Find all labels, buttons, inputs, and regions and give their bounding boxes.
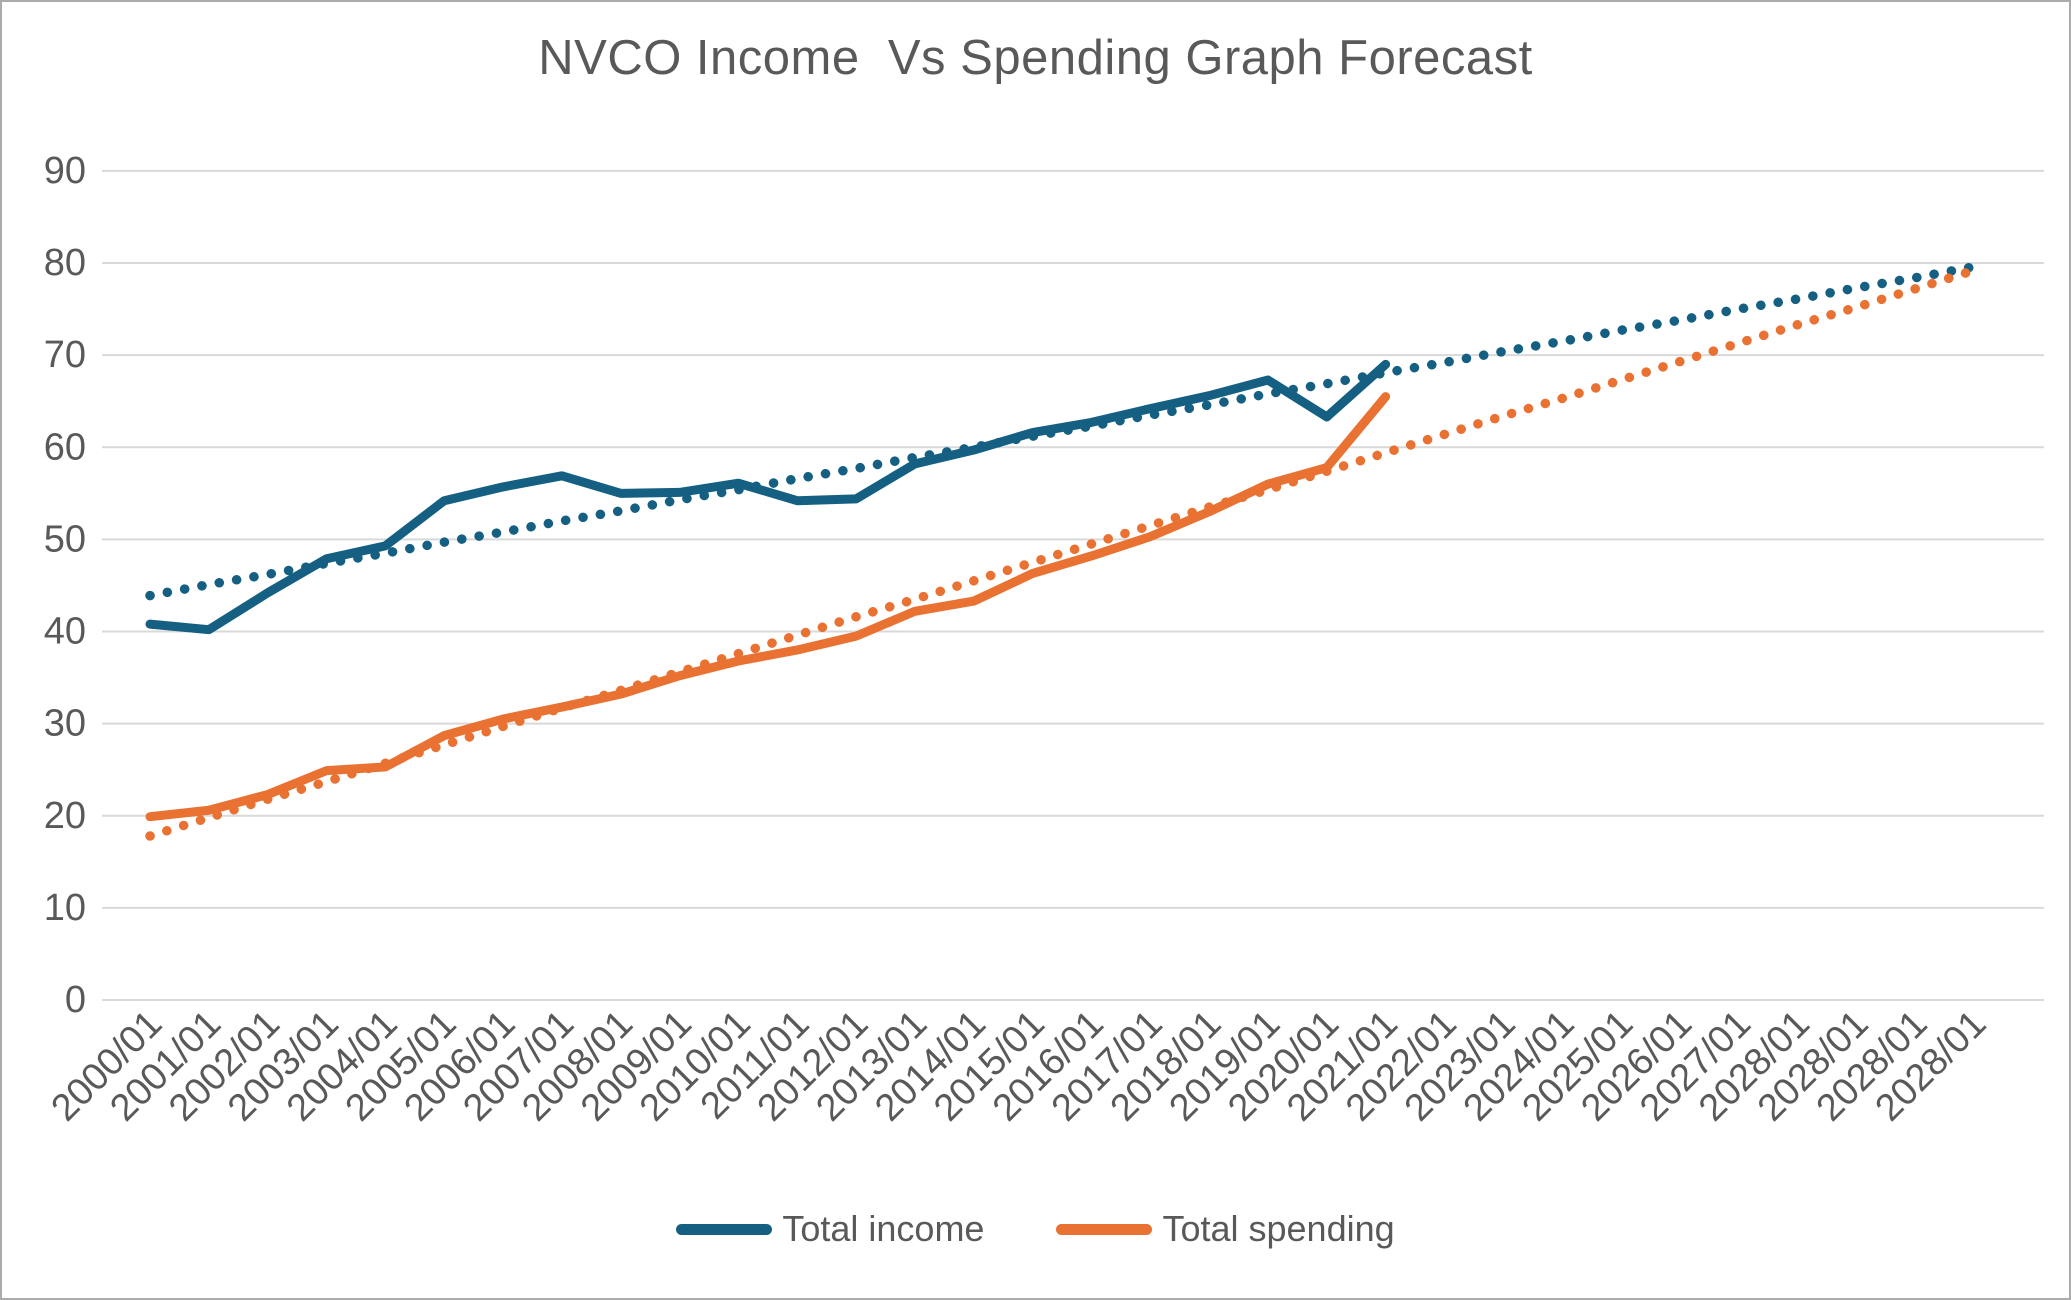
income-line [145,359,1391,635]
income-legend-label: Total income [782,1208,985,1249]
y-axis-tick-label: 50 [44,518,86,560]
y-axis-tick-label: 90 [44,150,86,192]
legend: Total income Total spending [2,1208,2069,1250]
y-axis-tick-label: 80 [44,242,86,284]
y-axis-tick-label: 60 [44,426,86,468]
y-axis-tick-label: 30 [44,703,86,745]
spending-line [145,392,1391,822]
y-axis-tick-label: 20 [44,795,86,837]
y-axis-tick-label: 0 [65,979,86,1021]
income-legend-swatch [676,1223,773,1235]
y-axis-tick-label: 70 [44,334,86,376]
chart-title: NVCO Income Vs Spending Graph Forecast [538,31,1533,85]
income-trendline [145,261,1979,601]
y-axis-tick-label: 10 [44,887,86,929]
spending-legend-label: Total spending [1162,1208,1395,1249]
legend-item-income: Total income [676,1208,984,1250]
spending-legend-swatch [1056,1223,1153,1235]
legend-item-spending: Total spending [1056,1208,1395,1250]
y-axis-tick-label: 40 [44,611,86,653]
spending-trendline [145,265,1979,841]
